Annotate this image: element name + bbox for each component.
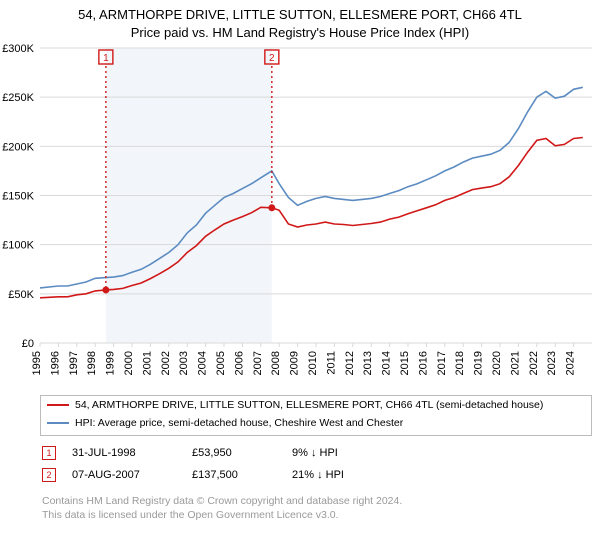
footer-line-1: Contains HM Land Registry data © Crown c… — [42, 494, 402, 508]
svg-text:1996: 1996 — [49, 351, 61, 375]
event-list: 1 31-JUL-1998£53,9509% ↓ HPI 2 07-AUG-2007£… — [42, 444, 344, 488]
svg-text:2000: 2000 — [123, 351, 135, 375]
svg-text:2016: 2016 — [417, 351, 429, 375]
event-price: £137,500 — [192, 469, 292, 481]
svg-text:2013: 2013 — [362, 351, 374, 375]
svg-text:2022: 2022 — [528, 351, 540, 375]
svg-text:2004: 2004 — [197, 351, 209, 375]
svg-text:2: 2 — [269, 53, 275, 64]
svg-text:2006: 2006 — [233, 351, 245, 375]
svg-text:2002: 2002 — [160, 351, 172, 375]
svg-text:2017: 2017 — [436, 351, 448, 375]
svg-text:2007: 2007 — [252, 351, 264, 375]
svg-text:£150K: £150K — [2, 191, 34, 203]
event-row: 2 07-AUG-2007£137,50021% ↓ HPI — [42, 466, 344, 484]
legend-label-property: 54, ARMTHORPE DRIVE, LITTLE SUTTON, ELLE… — [75, 399, 543, 411]
legend-swatch-property — [47, 404, 69, 406]
svg-text:2010: 2010 — [307, 351, 319, 375]
svg-text:1997: 1997 — [68, 351, 80, 375]
svg-text:£0: £0 — [22, 338, 34, 350]
svg-text:2023: 2023 — [546, 351, 558, 375]
svg-text:2015: 2015 — [399, 351, 411, 375]
event-row: 1 31-JUL-1998£53,9509% ↓ HPI — [42, 444, 344, 462]
svg-text:2003: 2003 — [178, 351, 190, 375]
svg-text:2018: 2018 — [454, 351, 466, 375]
legend-swatch-hpi — [47, 422, 69, 424]
svg-text:£250K: £250K — [2, 92, 34, 104]
chart-legend: 54, ARMTHORPE DRIVE, LITTLE SUTTON, ELLE… — [40, 395, 592, 436]
event-date: 07-AUG-2007 — [72, 469, 192, 481]
svg-text:2001: 2001 — [141, 351, 153, 375]
svg-text:2019: 2019 — [473, 351, 485, 375]
svg-text:1995: 1995 — [31, 351, 43, 375]
svg-text:2005: 2005 — [215, 351, 227, 375]
svg-text:2009: 2009 — [289, 351, 301, 375]
svg-text:2012: 2012 — [344, 351, 356, 375]
svg-text:£200K: £200K — [2, 141, 34, 153]
svg-text:1: 1 — [103, 53, 109, 64]
legend-label-hpi: HPI: Average price, semi-detached house,… — [75, 417, 403, 429]
legend-item-property: 54, ARMTHORPE DRIVE, LITTLE SUTTON, ELLE… — [41, 396, 591, 414]
svg-text:£300K: £300K — [2, 43, 34, 55]
svg-text:2024: 2024 — [565, 351, 577, 375]
svg-text:2021: 2021 — [509, 351, 521, 375]
svg-text:£50K: £50K — [8, 289, 34, 301]
event-marker-box: 1 — [42, 446, 56, 460]
legend-item-hpi: HPI: Average price, semi-detached house,… — [41, 414, 591, 432]
svg-text:2008: 2008 — [270, 351, 282, 375]
svg-text:1999: 1999 — [105, 351, 117, 375]
price-chart: £0 £50K £100K £150K £200K £250K £300K 1995 1996 1… — [0, 0, 600, 391]
event-marker-box: 2 — [42, 468, 56, 482]
svg-text:1998: 1998 — [86, 351, 98, 375]
event-delta: 9% ↓ HPI — [292, 447, 344, 459]
footer-attribution: Contains HM Land Registry data © Crown c… — [42, 494, 402, 522]
footer-line-2: This data is licensed under the Open Gov… — [42, 508, 402, 522]
svg-text:2011: 2011 — [325, 351, 337, 375]
event-price: £53,950 — [192, 447, 292, 459]
svg-text:2014: 2014 — [381, 351, 393, 375]
event-date: 31-JUL-1998 — [72, 447, 192, 459]
event-delta: 21% ↓ HPI — [292, 469, 344, 481]
svg-text:£100K: £100K — [2, 240, 34, 252]
svg-text:2020: 2020 — [491, 351, 503, 375]
